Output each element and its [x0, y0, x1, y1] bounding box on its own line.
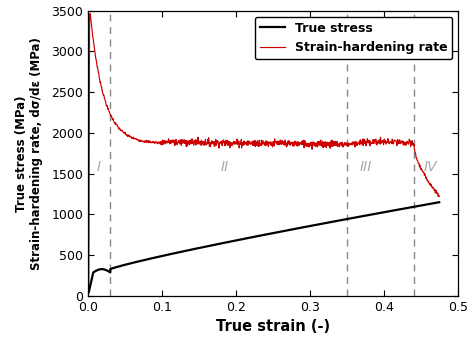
True stress	[304, 225, 310, 229]
Legend: True stress, Strain-hardening rate: True stress, Strain-hardening rate	[255, 17, 452, 59]
Strain-hardening rate	[283, 142, 288, 146]
Line: Strain-hardening rate: Strain-hardening rate	[89, 14, 439, 288]
Y-axis label: True stress (MPa)
Strain-hardening rate, dσ/dε (MPa): True stress (MPa) Strain-hardening rate,…	[15, 37, 43, 270]
True stress	[249, 235, 255, 239]
True stress	[176, 250, 182, 254]
Text: II: II	[221, 160, 229, 174]
Text: III: III	[360, 160, 372, 174]
Strain-hardening rate	[88, 12, 93, 16]
X-axis label: True strain (-): True strain (-)	[216, 320, 330, 335]
True stress	[86, 290, 91, 294]
Strain-hardening rate	[404, 141, 410, 145]
Strain-hardening rate	[234, 141, 239, 146]
True stress	[356, 215, 362, 219]
Line: True stress: True stress	[89, 202, 439, 292]
Text: I: I	[96, 160, 100, 174]
Strain-hardening rate	[317, 143, 323, 148]
Strain-hardening rate	[299, 143, 305, 147]
True stress	[106, 269, 111, 273]
True stress	[437, 200, 442, 204]
True stress	[237, 238, 243, 242]
Strain-hardening rate	[234, 139, 239, 143]
Text: IV: IV	[423, 160, 437, 174]
Strain-hardening rate	[86, 286, 91, 290]
Strain-hardening rate	[437, 194, 442, 199]
